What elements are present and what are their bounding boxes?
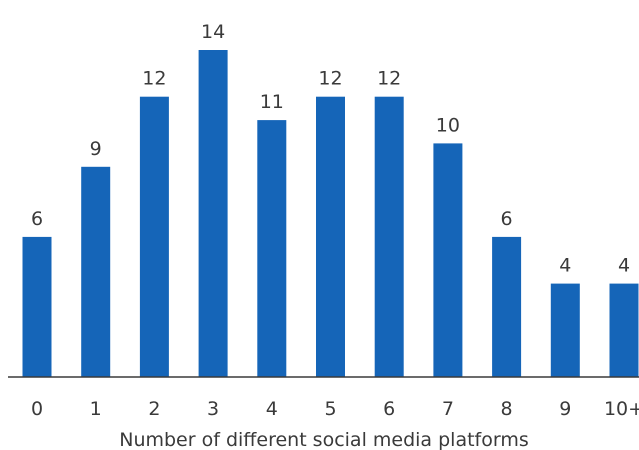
bar-10+ [609,283,639,377]
bar-value-label: 6 [31,208,43,230]
bar-value-label: 11 [260,91,284,113]
bar-5 [316,96,345,377]
bar-0 [22,236,52,377]
x-tick-label: 8 [501,398,513,420]
bar-value-labels: 6 9 12 14 11 12 12 10 6 4 4 [31,21,630,277]
x-axis-title: Number of different social media platfor… [119,429,529,450]
bar-value-label: 12 [377,68,401,90]
bars [22,50,639,377]
x-tick-label: 1 [90,398,102,420]
x-tick-label: 9 [559,398,571,420]
x-tick-label: 2 [148,398,160,420]
bar-value-label: 12 [142,68,166,90]
bar-value-label: 4 [618,255,630,277]
bar-value-label: 9 [90,138,102,160]
bar-value-label: 10 [436,114,460,136]
bar-7 [433,143,463,377]
bar-1 [81,166,111,377]
bar-4 [257,120,287,377]
x-tick-label: 0 [31,398,43,420]
bar-9 [550,283,580,377]
bar-value-label: 4 [559,255,571,277]
x-tick-label: 4 [266,398,278,420]
x-tick-label: 10+ [604,398,639,420]
bar-6 [374,96,404,377]
bar-value-label: 14 [201,21,225,43]
bar-2 [139,96,169,377]
x-tick-label: 6 [383,398,395,420]
bar-value-label: 6 [501,208,513,230]
bar-8 [492,236,522,377]
x-tick-label: 5 [324,398,336,420]
bar-3 [198,50,228,377]
bar-value-label: 12 [318,68,342,90]
x-tick-label: 3 [207,398,219,420]
x-tick-labels: 0 1 2 3 4 5 6 7 8 9 10+ [31,398,639,420]
x-tick-label: 7 [442,398,454,420]
